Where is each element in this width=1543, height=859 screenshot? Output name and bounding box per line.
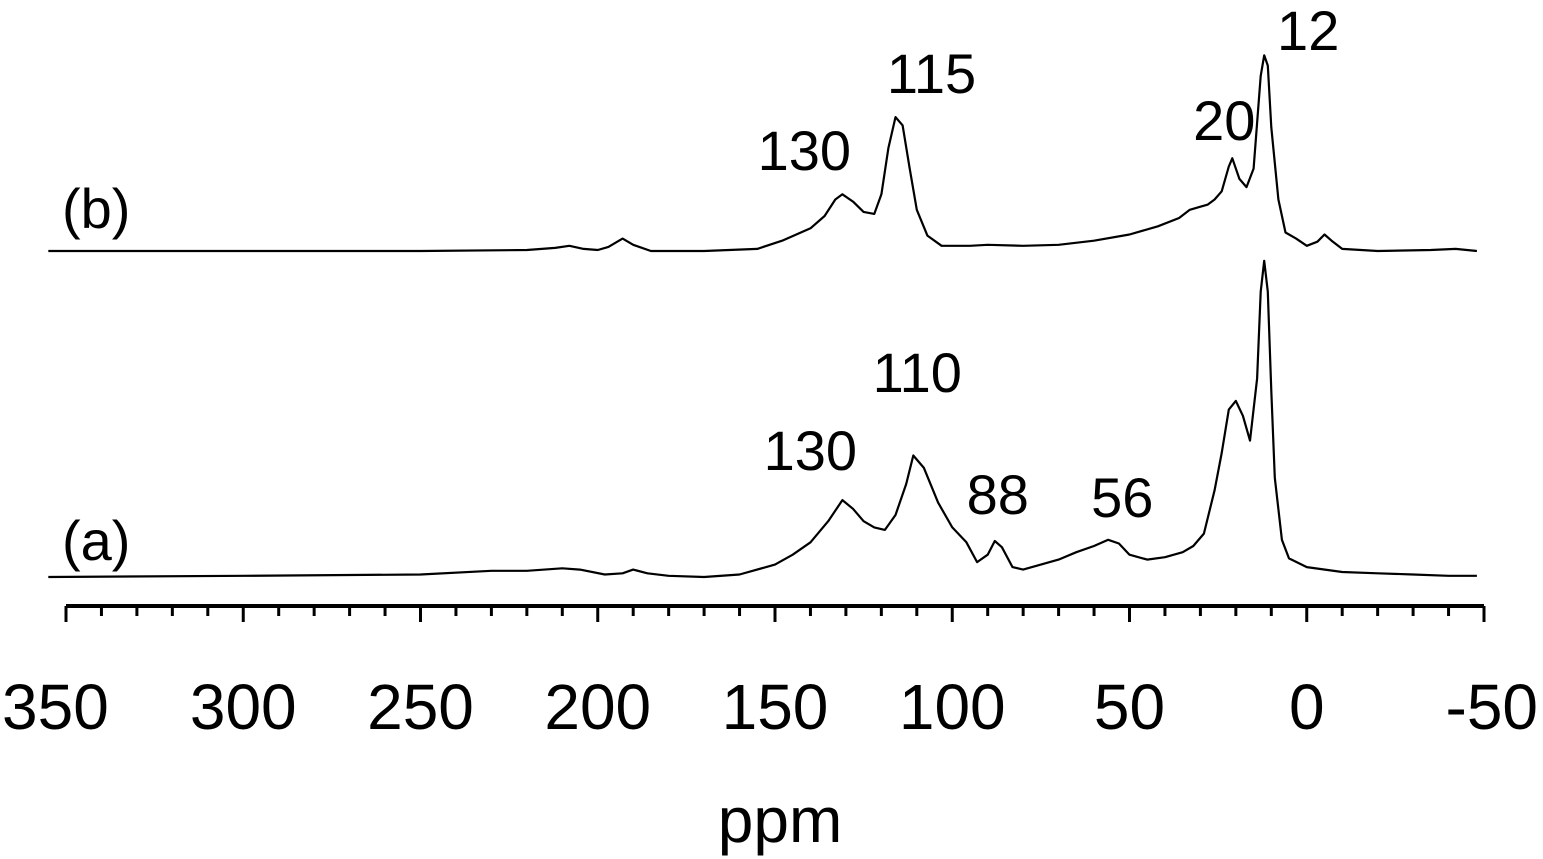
x-axis-minor-ticks (99, 606, 1451, 616)
x-axis-title: ppm (718, 784, 843, 856)
peak-label: 130 (764, 419, 857, 482)
series-b-trace (48, 54, 1478, 253)
x-axis-major-ticks (64, 606, 1486, 622)
series-a-label: (a) (62, 509, 130, 572)
peak-label: 115 (887, 42, 976, 105)
peak-label: 12 (1277, 0, 1339, 62)
x-tick-label: 50 (1094, 671, 1165, 743)
peak-label: 110 (873, 341, 962, 404)
x-tick-label: 150 (722, 671, 829, 743)
x-tick-label: 100 (899, 671, 1006, 743)
series-b: (b) (48, 54, 1478, 253)
series-a: (a) (48, 259, 1477, 579)
x-tick-label: 250 (367, 671, 474, 743)
peak-label: 56 (1091, 466, 1153, 529)
x-tick-label: -50 (1446, 671, 1539, 743)
series-b-label: (b) (62, 177, 130, 240)
x-axis: 350 300 250 200 150 100 50 0 -50 ppm (2, 604, 1538, 856)
x-tick-label: 350 (2, 671, 109, 743)
peak-label: 20 (1193, 89, 1255, 152)
x-tick-label: 200 (544, 671, 651, 743)
x-tick-label: 300 (190, 671, 297, 743)
peak-label: 130 (758, 119, 851, 182)
peak-label: 88 (967, 463, 1029, 526)
x-axis-tick-labels: 350 300 250 200 150 100 50 0 -50 (2, 671, 1538, 743)
series-a-trace (48, 259, 1477, 579)
x-tick-label: 0 (1289, 671, 1325, 743)
